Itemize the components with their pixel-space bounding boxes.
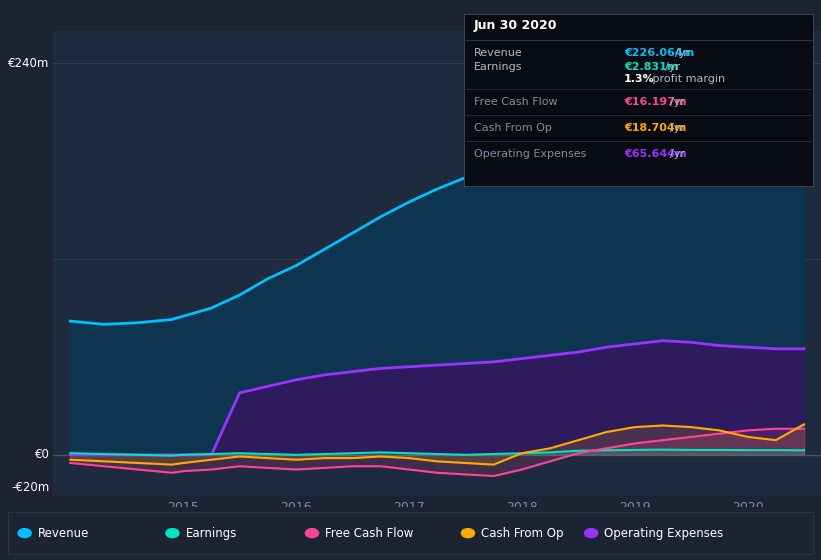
Text: €65.644m: €65.644m [624, 149, 686, 159]
Text: /yr: /yr [670, 149, 685, 159]
Text: /yr: /yr [670, 123, 685, 133]
Text: €16.197m: €16.197m [624, 97, 686, 107]
Text: €240m: €240m [8, 57, 49, 70]
Text: Earnings: Earnings [474, 62, 522, 72]
Text: Free Cash Flow: Free Cash Flow [474, 97, 557, 107]
Text: €0: €0 [34, 449, 49, 461]
Text: profit margin: profit margin [649, 73, 725, 83]
Text: Cash From Op: Cash From Op [481, 526, 563, 540]
Text: €18.704m: €18.704m [624, 123, 686, 133]
Text: Revenue: Revenue [38, 526, 89, 540]
Text: Earnings: Earnings [186, 526, 237, 540]
Text: -€20m: -€20m [11, 481, 49, 494]
Text: /yr: /yr [665, 62, 680, 72]
Text: €2.831m: €2.831m [624, 62, 678, 72]
Text: /yr: /yr [670, 97, 685, 107]
Text: Operating Expenses: Operating Expenses [604, 526, 723, 540]
Text: Cash From Op: Cash From Op [474, 123, 552, 133]
Text: Jun 30 2020: Jun 30 2020 [474, 19, 557, 32]
Text: Free Cash Flow: Free Cash Flow [325, 526, 414, 540]
Text: 1.3%: 1.3% [624, 73, 654, 83]
Text: /yr: /yr [676, 48, 690, 58]
Text: €226.064m: €226.064m [624, 48, 695, 58]
Text: Operating Expenses: Operating Expenses [474, 149, 586, 159]
Text: Revenue: Revenue [474, 48, 522, 58]
